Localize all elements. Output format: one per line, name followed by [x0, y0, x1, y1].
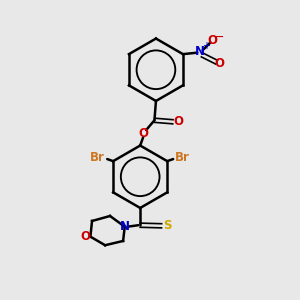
Text: O: O	[173, 115, 183, 128]
Text: O: O	[208, 34, 218, 47]
Text: Br: Br	[175, 151, 190, 164]
Text: O: O	[80, 230, 90, 243]
Text: N: N	[120, 220, 130, 233]
Text: O: O	[214, 57, 224, 70]
Text: Br: Br	[90, 151, 105, 164]
Text: O: O	[138, 127, 148, 140]
Text: −: −	[213, 31, 224, 44]
Text: S: S	[163, 219, 171, 232]
Text: +: +	[202, 41, 210, 51]
Text: N: N	[195, 45, 205, 58]
